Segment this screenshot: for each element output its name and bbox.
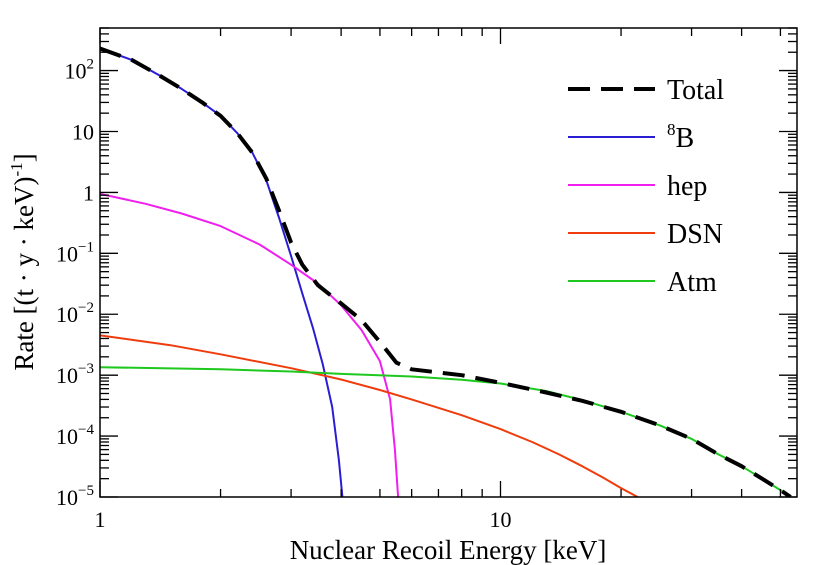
y-tick-base: 10 bbox=[56, 302, 78, 327]
y-tick-exponent: −2 bbox=[78, 300, 94, 316]
y-axis-title-base: Rate [(t · y · keV) bbox=[9, 177, 39, 371]
legend-label-dsn: DSN bbox=[667, 219, 723, 250]
x-tick-label: 10 bbox=[489, 507, 511, 532]
y-tick-base: 10 bbox=[56, 424, 78, 449]
y-tick-label: 10−3 bbox=[56, 361, 94, 388]
legend-label-atm: Atm bbox=[667, 267, 717, 298]
legend-label-base: B bbox=[676, 123, 695, 154]
y-tick-base: 10 bbox=[56, 485, 78, 510]
y-tick-base: 1 bbox=[83, 180, 94, 205]
series-line-dsn bbox=[100, 334, 639, 497]
legend-label-total: Total bbox=[667, 75, 724, 106]
y-tick-base: 10 bbox=[56, 241, 78, 266]
series-group bbox=[100, 46, 792, 497]
y-tick-base: 10 bbox=[65, 59, 87, 84]
y-axis-title-close: ] bbox=[9, 153, 39, 162]
y-tick-exponent: −5 bbox=[78, 483, 94, 499]
y-tick-label: 10−1 bbox=[56, 239, 94, 266]
legend-label-8b: 8B bbox=[667, 120, 694, 154]
y-axis-title: Rate [(t · y · keV)-1] bbox=[7, 153, 39, 370]
y-tick-base: 10 bbox=[56, 363, 78, 388]
y-tick-exponent: 2 bbox=[87, 57, 95, 73]
y-tick-label: 102 bbox=[65, 57, 95, 84]
legend-label-sup: 8 bbox=[667, 120, 676, 139]
y-tick-label: 10−2 bbox=[56, 300, 94, 327]
x-tick-label: 1 bbox=[95, 507, 106, 532]
y-tick-exponent: −1 bbox=[78, 239, 94, 255]
legend-label-hep: hep bbox=[667, 171, 707, 202]
y-tick-exponent: −3 bbox=[78, 361, 94, 377]
y-axis-title-exponent: -1 bbox=[7, 162, 26, 176]
y-tick-label: 10−4 bbox=[56, 422, 94, 449]
y-tick-label: 10−5 bbox=[56, 483, 94, 510]
x-axis-title: Nuclear Recoil Energy [keV] bbox=[290, 535, 607, 565]
y-tick-base: 10 bbox=[72, 119, 94, 144]
series-line-total bbox=[100, 46, 792, 497]
y-tick-label: 10 bbox=[72, 119, 94, 144]
y-tick-label: 1 bbox=[83, 180, 94, 205]
y-tick-exponent: −4 bbox=[78, 422, 94, 438]
